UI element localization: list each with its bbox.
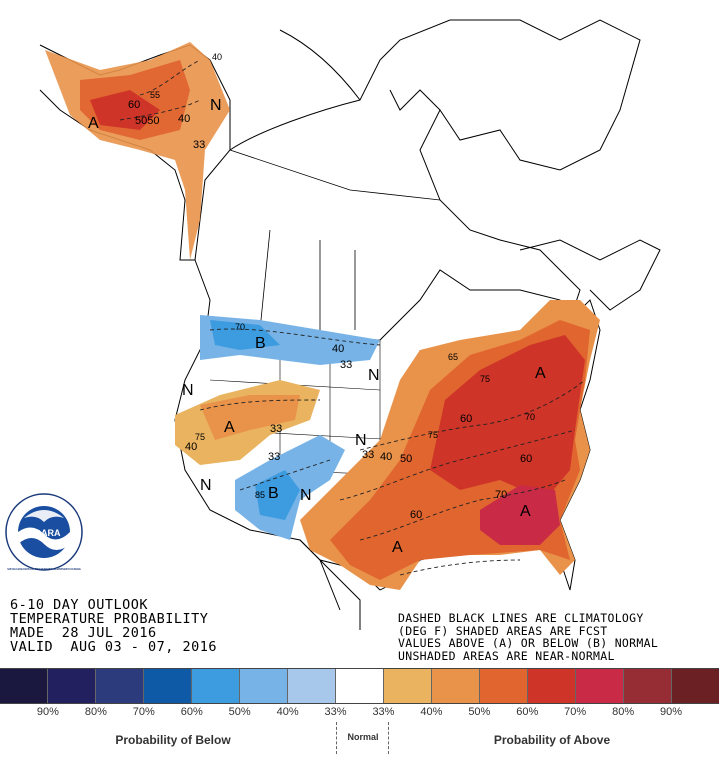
label-east-60b: 60 bbox=[520, 453, 532, 465]
legend-swatch bbox=[336, 669, 384, 703]
label-nw-70: 70 bbox=[235, 322, 245, 332]
label-sw-33: 33 bbox=[268, 451, 280, 463]
above-caption: Probability of Above bbox=[493, 733, 611, 747]
legend-swatch bbox=[240, 669, 288, 703]
legend-label: 40% bbox=[276, 706, 299, 718]
label-nw-b: B bbox=[255, 335, 266, 352]
legend-swatch bbox=[432, 669, 480, 703]
below-caption: Probability of Below bbox=[115, 733, 231, 747]
legend-swatch bbox=[624, 669, 672, 703]
legend-swatch bbox=[480, 669, 528, 703]
label-nv-33: 33 bbox=[270, 423, 282, 435]
title-line-1: 6-10 DAY OUTLOOK bbox=[10, 597, 149, 613]
legend-swatch bbox=[192, 669, 240, 703]
note-line-4: UNSHADED AREAS ARE NEAR-NORMAL bbox=[398, 648, 615, 663]
legend-label: 90% bbox=[660, 706, 683, 718]
legend-swatch bbox=[0, 669, 48, 703]
title-line-4: VALID AUG 03 - 07, 2016 bbox=[10, 639, 218, 655]
legend-swatch bbox=[576, 669, 624, 703]
label-east-70: 70 bbox=[495, 489, 507, 501]
label-east-a1: A bbox=[535, 365, 546, 382]
label-east-a2: A bbox=[520, 503, 531, 520]
label-alaska-55: 55 bbox=[150, 90, 160, 100]
label-sw-n2: N bbox=[300, 487, 312, 504]
label-east-a3: A bbox=[392, 539, 403, 556]
label-alaska-40: 40 bbox=[178, 113, 190, 125]
label-east-75b: 75 bbox=[480, 374, 490, 384]
label-alaska-a: A bbox=[88, 115, 99, 132]
map-labels: A 60 5050 40 55 33 40 N B 70 40 33 A 33 … bbox=[88, 52, 546, 556]
label-east-60a: 60 bbox=[460, 413, 472, 425]
note-line-2: (DEG F) SHADED AREAS ARE FCST bbox=[398, 623, 608, 638]
label-sw-n1: N bbox=[200, 477, 212, 494]
legend-label: 33% bbox=[372, 706, 395, 718]
legend-label: 33% bbox=[324, 706, 347, 718]
noaa-logo-text: NOARA bbox=[28, 528, 61, 538]
noaa-ring-text: NATIONAL OCEANIC AND ATMOSPHERIC ADMINIS… bbox=[7, 567, 81, 571]
label-nv-a: A bbox=[224, 419, 235, 436]
legend-label: 70% bbox=[564, 706, 587, 718]
outlook-map: A 60 5050 40 55 33 40 N B 70 40 33 A 33 … bbox=[39, 19, 661, 630]
normal-divider-right bbox=[388, 722, 389, 754]
legend-label: 80% bbox=[84, 706, 107, 718]
color-legend-bar bbox=[0, 668, 719, 704]
legend-notes: DASHED BLACK LINES ARE CLIMATOLOGY (DEG … bbox=[398, 612, 658, 662]
label-plains-n1: N bbox=[355, 432, 367, 449]
label-alaska-40b: 40 bbox=[212, 52, 222, 62]
label-plains-n2: N bbox=[368, 367, 380, 384]
label-alaska-n: N bbox=[210, 97, 222, 114]
legend-swatch bbox=[288, 669, 336, 703]
legend-label: 90% bbox=[36, 706, 59, 718]
legend-swatch bbox=[144, 669, 192, 703]
probability-shading bbox=[45, 42, 600, 590]
legend-labels: 90% 80% 70% 60% 50% 40% 33% 33% 40% 50% 60% 70% 80% 9… bbox=[0, 706, 719, 722]
label-plains-40: 40 bbox=[380, 451, 392, 463]
legend-label: 60% bbox=[516, 706, 539, 718]
label-nw-40: 40 bbox=[332, 343, 344, 355]
title-line-2: TEMPERATURE PROBABILITY bbox=[10, 611, 209, 627]
legend-swatch bbox=[672, 669, 719, 703]
label-alaska-60: 60 bbox=[128, 99, 140, 111]
legend-swatch bbox=[96, 669, 144, 703]
note-line-3: VALUES ABOVE (A) OR BELOW (B) NORMAL bbox=[398, 636, 659, 650]
legend-label: 40% bbox=[420, 706, 443, 718]
legend-swatch bbox=[48, 669, 96, 703]
label-sw-b: B bbox=[268, 485, 279, 502]
normal-divider-left bbox=[336, 722, 337, 754]
climatology-lines bbox=[119, 59, 586, 576]
legend-label: 80% bbox=[612, 706, 635, 718]
label-nv-n: N bbox=[182, 382, 194, 399]
label-nw-33: 33 bbox=[340, 359, 352, 371]
normal-caption: Normal bbox=[347, 732, 379, 742]
label-east-70b: 70 bbox=[525, 412, 535, 422]
label-nv-75: 75 bbox=[195, 432, 205, 442]
legend-label: 50% bbox=[468, 706, 491, 718]
label-alaska-33: 33 bbox=[193, 139, 205, 151]
note-line-1: DASHED BLACK LINES ARE CLIMATOLOGY bbox=[398, 611, 644, 625]
legend-label: 50% bbox=[228, 706, 251, 718]
label-east-60c: 60 bbox=[410, 509, 422, 521]
outlook-title-block: 6-10 DAY OUTLOOK TEMPERATURE PROBABILITY… bbox=[10, 598, 217, 654]
label-east-75a: 75 bbox=[428, 430, 438, 440]
legend-label: 60% bbox=[180, 706, 203, 718]
legend-label: 70% bbox=[132, 706, 155, 718]
label-nv-40: 40 bbox=[185, 441, 197, 453]
label-plains-33: 33 bbox=[362, 449, 374, 461]
label-alaska-5050: 5050 bbox=[135, 115, 159, 127]
label-plains-50: 50 bbox=[400, 453, 412, 465]
label-east-65: 65 bbox=[448, 352, 458, 362]
label-sw-85: 85 bbox=[255, 490, 265, 500]
noaa-logo: NOARA NATIONAL OCEANIC AND ATMOSPHERIC A… bbox=[5, 493, 83, 571]
title-line-3: MADE 28 JUL 2016 bbox=[10, 625, 157, 641]
legend-swatch bbox=[528, 669, 576, 703]
legend-swatch bbox=[384, 669, 432, 703]
